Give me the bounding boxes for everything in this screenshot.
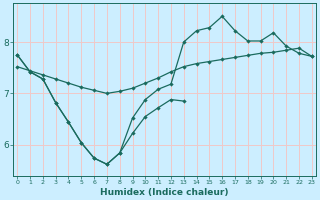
X-axis label: Humidex (Indice chaleur): Humidex (Indice chaleur) (100, 188, 229, 197)
